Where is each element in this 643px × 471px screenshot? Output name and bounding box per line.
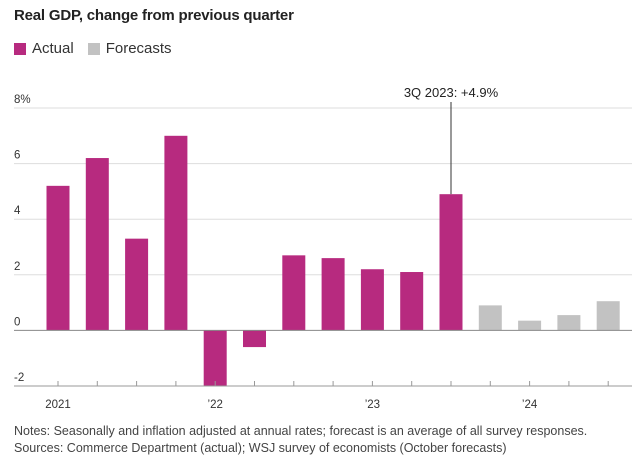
legend-item-forecasts: Forecasts [87, 40, 172, 57]
bar-actual [243, 330, 266, 348]
bar-actual [282, 255, 306, 331]
chart-notes: Notes: Seasonally and inflation adjusted… [14, 423, 587, 457]
bar-forecast [557, 315, 581, 331]
legend-swatch-forecasts [87, 42, 100, 55]
bar-actual [85, 158, 109, 331]
bar-actual [203, 330, 227, 386]
bar-actual [439, 194, 463, 331]
bar-actual [360, 269, 384, 331]
notes-line: Notes: Seasonally and inflation adjusted… [14, 424, 588, 438]
sources-line: Sources: Commerce Department (actual); W… [14, 441, 507, 455]
x-tick-label: 2021 [45, 399, 71, 411]
legend: Actual Forecasts [14, 40, 186, 57]
y-tick-label: 6 [14, 150, 20, 162]
annotation-label: 3Q 2023: +4.9% [404, 85, 499, 100]
y-tick-label: 2 [14, 261, 20, 273]
bar-actual [46, 185, 70, 331]
x-tick-label: ’23 [365, 399, 380, 411]
gdp-bar-chart: -2 0 2 4 6 8% 2021 ’22 ’23 ’24 3Q 2023: +4.9% [14, 85, 632, 411]
bar-actual [164, 135, 188, 331]
legend-item-actual: Actual [14, 40, 74, 57]
bar-forecast [478, 305, 502, 331]
bar-actual [321, 258, 345, 331]
bar-forecast [518, 320, 542, 331]
y-tick-label: 0 [14, 316, 20, 328]
chart-title: Real GDP, change from previous quarter [14, 7, 294, 24]
bar-actual [400, 272, 424, 331]
y-tick-label: 8% [14, 94, 31, 106]
bar-forecast [596, 301, 620, 331]
legend-label-actual: Actual [32, 40, 74, 57]
y-tick-label: 4 [14, 205, 21, 217]
x-tick-label: ’24 [522, 399, 538, 411]
x-tick-label: ’22 [208, 399, 223, 411]
y-tick-label: -2 [14, 372, 24, 384]
bar-actual [125, 238, 149, 331]
legend-swatch-actual [14, 42, 26, 55]
legend-label-forecasts: Forecasts [105, 40, 172, 57]
